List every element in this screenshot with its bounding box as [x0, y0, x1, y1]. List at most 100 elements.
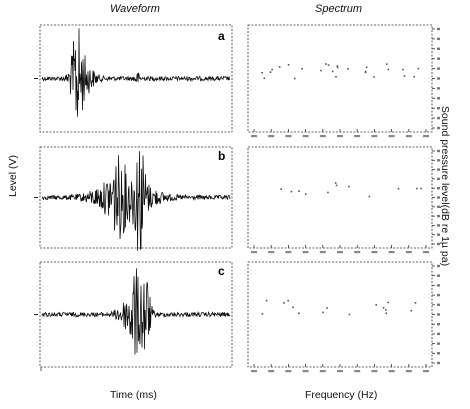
- spectrum-point: [336, 66, 339, 69]
- spectrum-x-tick-label: [337, 370, 343, 373]
- spectrum-x-tick-label: [268, 251, 275, 254]
- spectrum-x-tick-label: [337, 251, 343, 254]
- spectrum-point: [325, 63, 327, 65]
- spectrum-point: [269, 71, 272, 73]
- spectrum-y-tick-label: [437, 352, 440, 355]
- spectrum-point: [410, 309, 413, 312]
- waveform-trace: [41, 28, 231, 117]
- spectrum-x-tick-label: [268, 135, 275, 138]
- spectrum-y-tick-label: [437, 313, 440, 316]
- spectrum-point: [335, 184, 338, 187]
- spectrum-x-tick-label: [337, 135, 343, 138]
- spectrum-y-tick-label: [437, 274, 440, 277]
- spectrum-y-tick-label: [437, 87, 440, 90]
- spectrum-point: [331, 70, 334, 73]
- spectrum-point: [326, 307, 328, 309]
- spectrum-point: [287, 299, 289, 302]
- spectrum-y-tick-label: [437, 159, 440, 162]
- spectrum-point: [298, 312, 300, 315]
- spectrum-point: [292, 306, 294, 309]
- spectrum-point: [387, 68, 390, 71]
- waveform-trace: [41, 268, 231, 355]
- spectrum-point: [386, 63, 388, 65]
- spectrum-point: [320, 69, 322, 72]
- panel-letter-a: a: [218, 29, 225, 43]
- spectrum-point: [348, 185, 350, 188]
- spectrum-y-tick-label: [437, 293, 440, 297]
- spectrum-point: [368, 195, 371, 198]
- spectrum-point: [373, 76, 375, 78]
- spectrum-point: [271, 68, 273, 71]
- spectrum-x-tick-label: [302, 370, 309, 373]
- spectrum-x-tick-label: [405, 370, 412, 373]
- spectrum-y-tick-label: [437, 187, 440, 190]
- spectrum-x-tick-label: [388, 251, 395, 254]
- spectrum-y-tick-label: [437, 126, 440, 130]
- spectrum-point: [413, 75, 416, 78]
- spectrum-x-tick-label: [423, 370, 429, 373]
- spectrum-point: [387, 301, 390, 304]
- waveform-trace: [41, 151, 231, 251]
- spectrum-x-tick-label: [354, 370, 361, 373]
- spectrum-x-tick-label: [388, 135, 395, 138]
- spectrum-point: [336, 65, 339, 67]
- spectrum-point: [397, 187, 400, 190]
- panel-letter-c: c: [218, 264, 225, 278]
- panel-letters-layer: a b c: [218, 29, 225, 278]
- spectrum-x-tick-label: [371, 251, 378, 254]
- spectrum-y-tick-label: [437, 323, 440, 326]
- spectrum-point: [280, 188, 282, 190]
- spectrum-point: [304, 193, 307, 195]
- spectrum-x-tick-label: [371, 370, 378, 373]
- spectrum-y-tick-label: [437, 97, 440, 100]
- spectrum-y-tick-label: [437, 196, 440, 199]
- waveform-x-axis-label: Time (ms): [110, 389, 157, 401]
- spectrum-point: [365, 66, 368, 69]
- spectrum-point: [402, 68, 404, 71]
- spectrum-x-tick-label: [285, 135, 292, 138]
- spectrum-point: [287, 64, 290, 66]
- spectrum-y-tick-label: [437, 303, 440, 306]
- spectrum-point: [382, 306, 385, 309]
- spectrum-frame: [247, 261, 433, 368]
- spectrum-x-tick-label: [302, 135, 309, 138]
- spectrum-point: [261, 313, 264, 315]
- spectrum-x-axis-label: Frequency (Hz): [305, 389, 378, 401]
- spectrum-x-tick-label: [371, 135, 378, 138]
- spectrum-y-tick-label: [437, 37, 440, 41]
- waveform-y-axis-label: Level (V): [7, 154, 20, 198]
- spectrum-y-tick-label: [437, 233, 440, 236]
- spectrum-y-tick-label: [437, 57, 440, 60]
- spectrum-point: [416, 187, 418, 190]
- spectrum-point: [420, 187, 422, 190]
- spectrum-point: [385, 309, 387, 311]
- spectrum-point: [327, 191, 329, 194]
- spectrum-y-tick-label: [437, 332, 440, 336]
- spectrum-y-tick-label: [437, 214, 440, 218]
- spectrum-point: [278, 66, 281, 68]
- waveform-frame: [39, 261, 233, 368]
- waveform-frame: [39, 24, 233, 133]
- spectrum-point: [417, 67, 420, 70]
- spectrum-x-tick-label: [251, 370, 257, 373]
- spectrum-point: [348, 313, 351, 316]
- spectrum-point: [301, 68, 303, 70]
- spectrum-x-tick-label: [405, 251, 412, 254]
- spectrum-y-tick-label: [437, 47, 440, 50]
- spectrum-y-tick-label: [437, 107, 440, 110]
- spectrum-x-tick-label: [319, 135, 326, 138]
- spectrum-y-tick-label: [437, 224, 440, 227]
- spectrum-point: [327, 64, 330, 66]
- spectrum-y-axis-label: Sound pressure level(dB re 1µ pa): [439, 105, 452, 267]
- spectrum-point: [298, 190, 300, 192]
- spectrum-x-tick-label: [423, 135, 429, 138]
- spectrum-x-tick-label: [423, 251, 429, 254]
- spectrum-x-tick-label: [319, 370, 326, 373]
- spectrum-x-tick-label: [388, 370, 395, 373]
- spectrum-y-tick-label: [437, 361, 440, 365]
- spectrum-y-tick-label: [437, 116, 440, 120]
- spectrum-point: [403, 75, 406, 77]
- spectrum-header: Spectrum: [315, 3, 363, 15]
- spectrum-y-tick-label: [437, 168, 440, 171]
- spectrum-point: [335, 75, 337, 78]
